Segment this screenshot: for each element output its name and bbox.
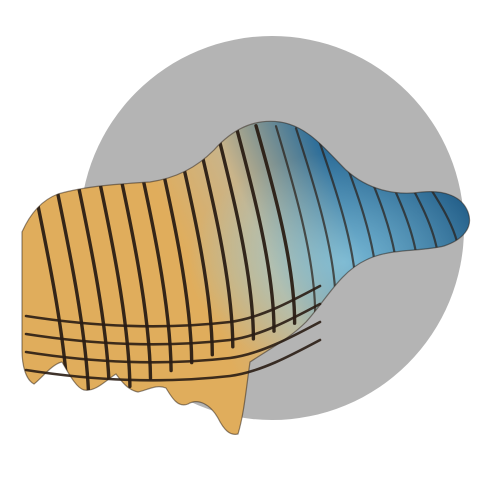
contour-line [74, 172, 112, 396]
surface-outline [21, 120, 471, 435]
cross-band [24, 284, 322, 328]
cross-band [24, 302, 322, 346]
contour-line [274, 125, 317, 317]
contour-line [94, 162, 132, 388]
cross-band [24, 338, 322, 382]
contour-line [214, 125, 256, 341]
surface-highlight [22, 121, 470, 435]
cross-band [24, 320, 322, 364]
contour-line [234, 124, 276, 333]
cross-bands [24, 284, 322, 382]
